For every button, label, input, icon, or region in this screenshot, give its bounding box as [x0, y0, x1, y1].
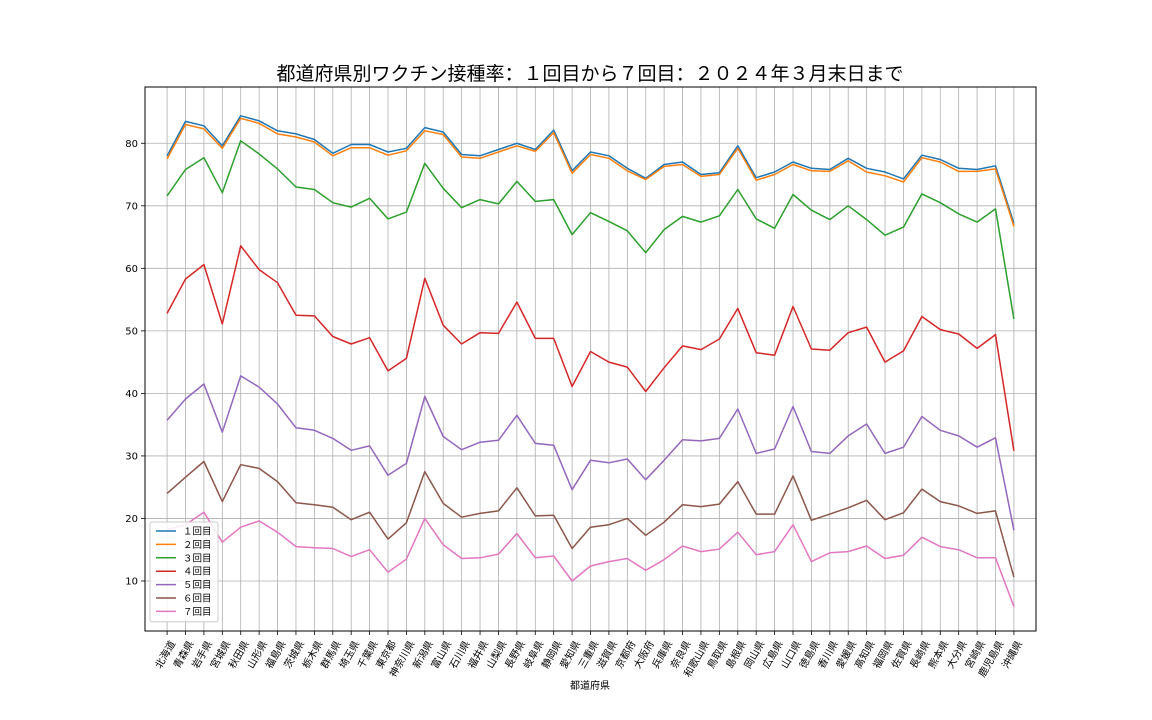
- y-tick-label: 10: [125, 576, 138, 587]
- legend-label: ６回目: [183, 594, 212, 605]
- series-line-6: [166, 460, 1015, 578]
- legend-label: ７回目: [183, 607, 212, 618]
- y-tick-label: 80: [125, 139, 138, 150]
- y-tick-label: 30: [125, 451, 138, 462]
- series-line-3: [166, 140, 1015, 320]
- series-line-1: [166, 115, 1015, 224]
- legend-label: ５回目: [183, 580, 212, 591]
- y-axis-ticks: 10 20 30 40 50 60 70 80: [125, 139, 145, 587]
- legend-label: ２回目: [183, 540, 212, 551]
- y-tick-label: 70: [125, 201, 138, 212]
- series-line-2: [166, 117, 1015, 227]
- x-axis-ticks: 北海道青森県岩手県宮城県秋田県山形県福島県茨城県栃木県群馬県埼玉県千葉県東京都神…: [152, 631, 1025, 679]
- chart-title: 都道府県別ワクチン接種率：１回目から７回目：２０２４年３月末日まで: [276, 63, 903, 85]
- y-tick-label: 20: [125, 514, 138, 525]
- legend-label: １回目: [183, 527, 212, 538]
- legend-box: [149, 521, 219, 623]
- y-tick-label: 40: [125, 389, 138, 400]
- x-axis-label: 都道府県: [570, 679, 610, 692]
- series-lines: [166, 115, 1015, 607]
- y-tick-label: 50: [125, 326, 138, 337]
- series-line-4: [166, 245, 1015, 452]
- grid-lines: [145, 87, 1036, 631]
- legend-label: ４回目: [183, 567, 212, 578]
- legend: １回目 ２回目 ３回目 ４回目 ５回目 ６回目 ７回目: [149, 521, 219, 623]
- y-tick-label: 60: [125, 264, 138, 275]
- series-line-7: [166, 511, 1015, 607]
- legend-label: ３回目: [183, 553, 212, 564]
- series-line-5: [166, 375, 1015, 531]
